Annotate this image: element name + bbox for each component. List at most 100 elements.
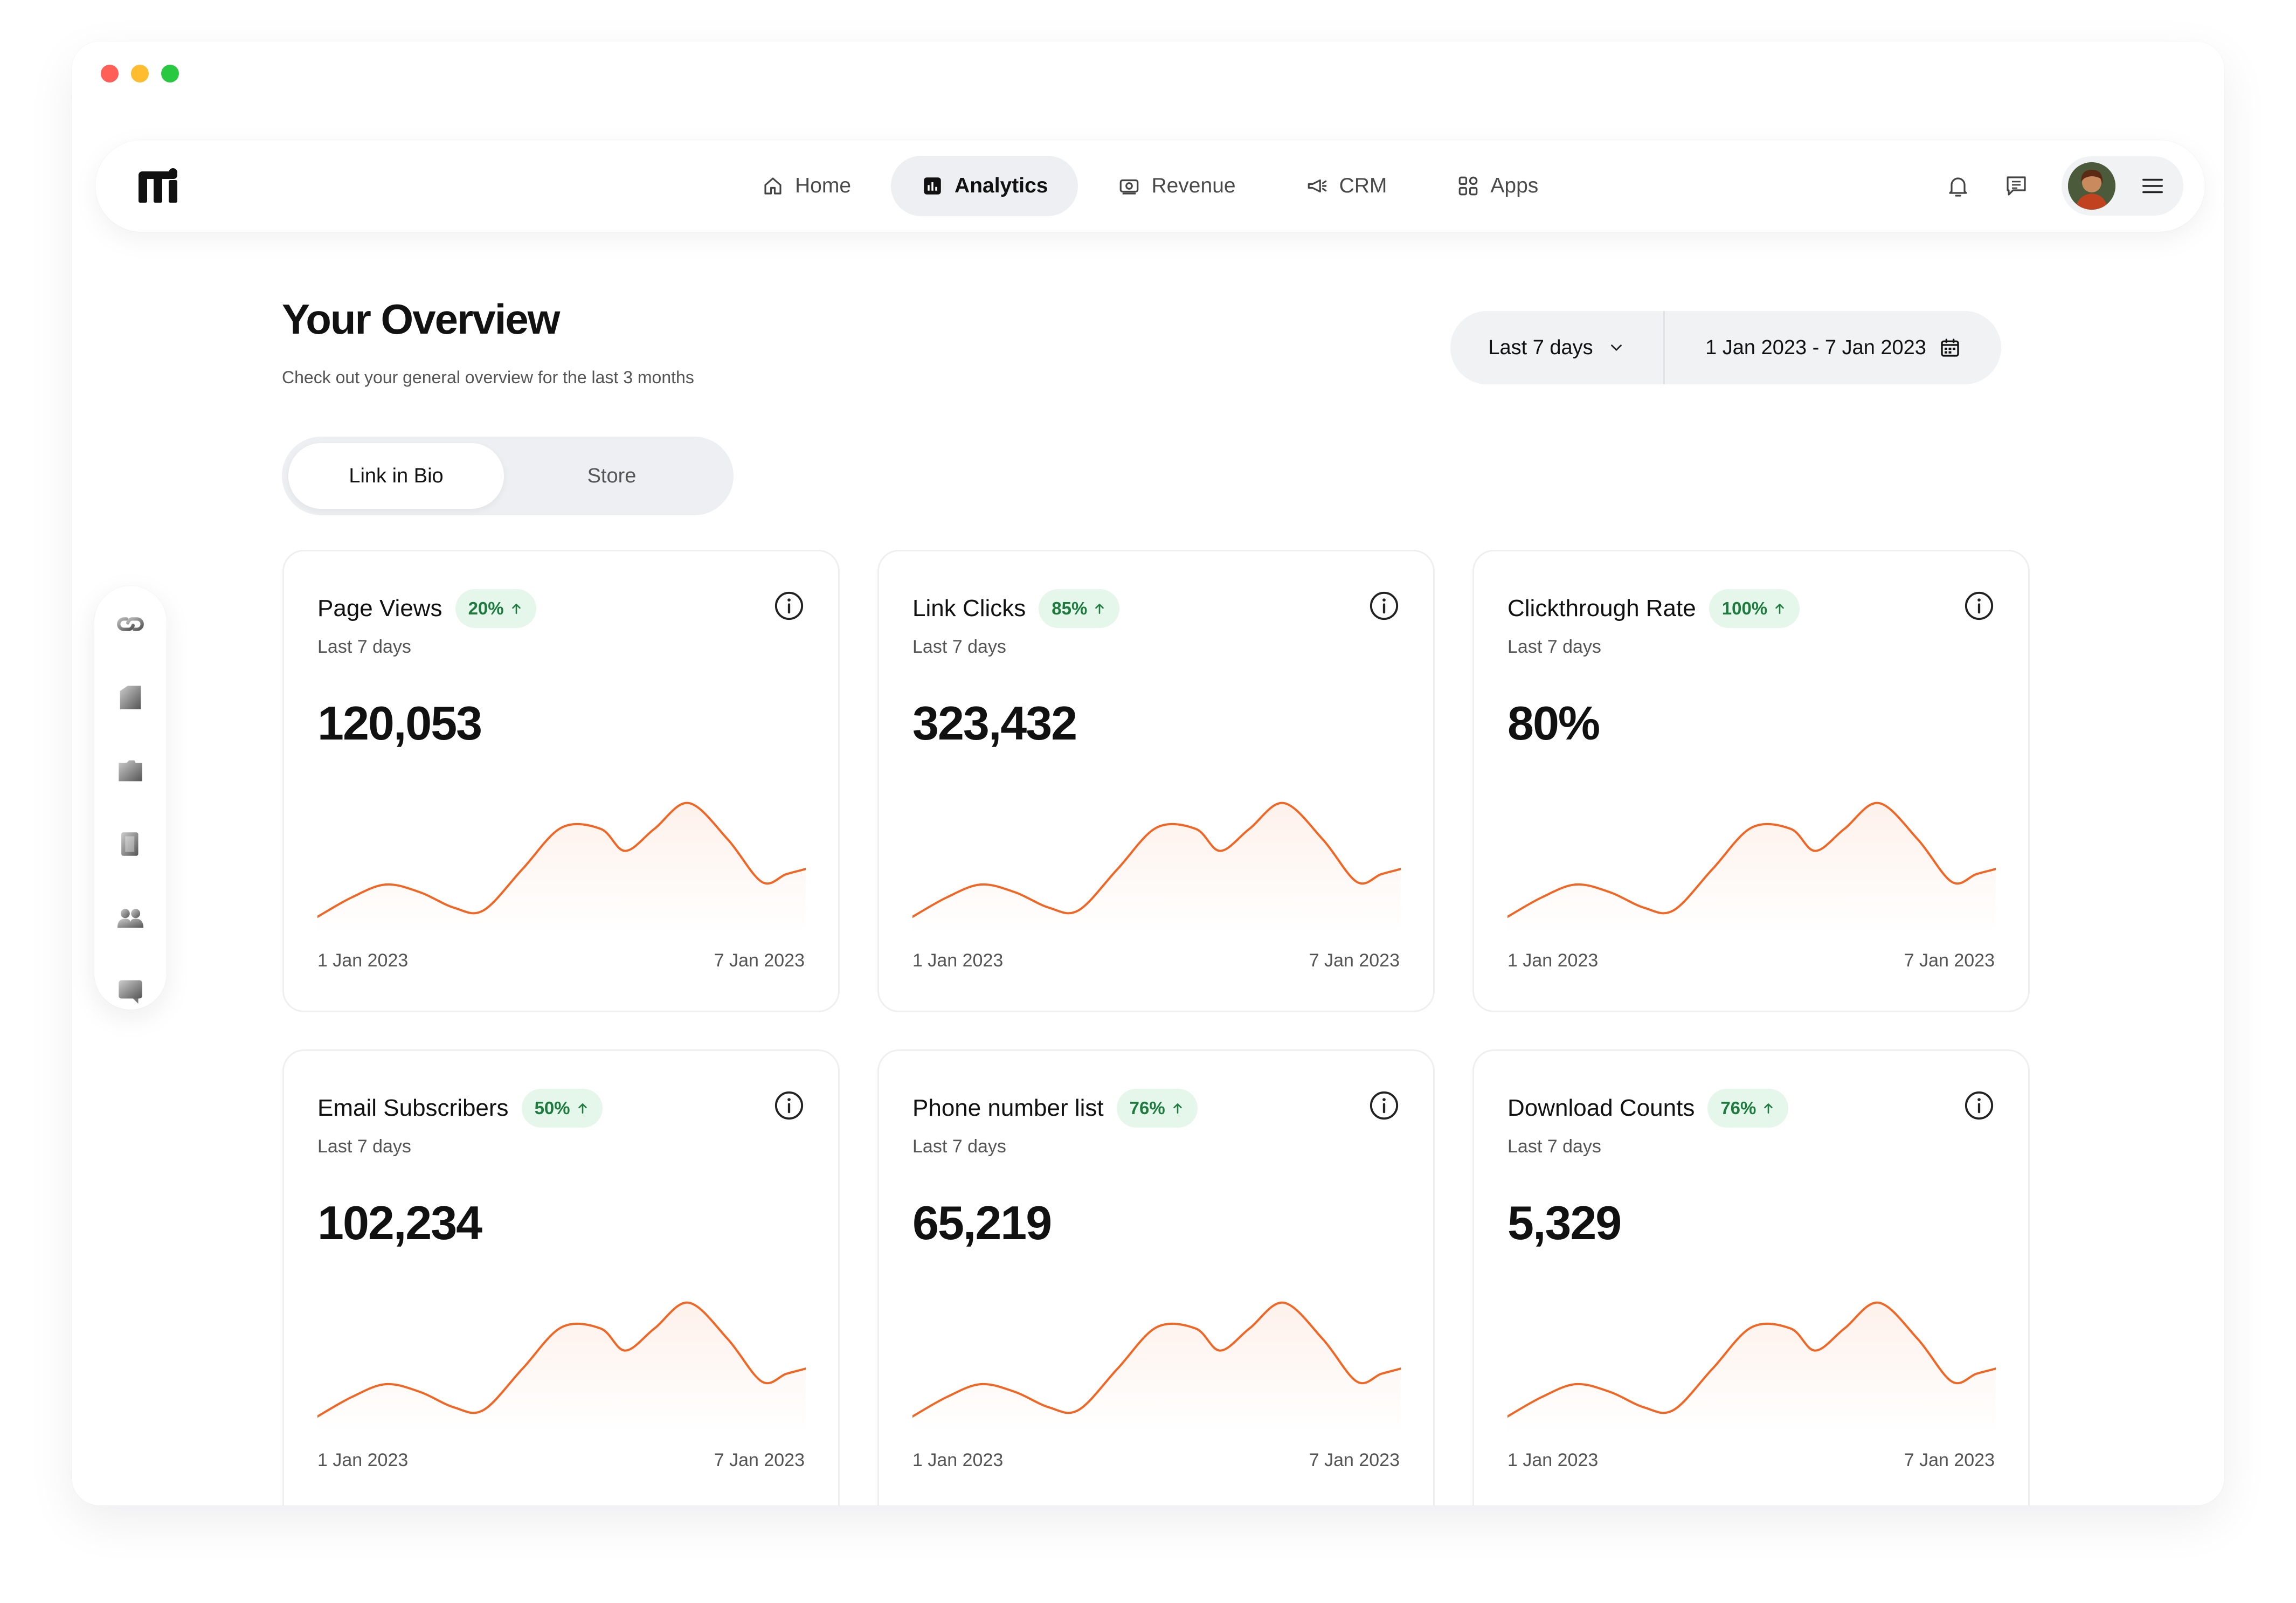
axis-start-date: 1 Jan 2023 <box>912 950 1004 971</box>
axis-start-date: 1 Jan 2023 <box>1507 950 1599 971</box>
users-icon[interactable] <box>115 902 146 933</box>
messages-icon[interactable] <box>2003 173 2029 199</box>
maximize-window-button[interactable] <box>161 65 179 82</box>
nav-analytics[interactable]: Analytics <box>891 156 1078 216</box>
date-range-picker[interactable]: 1 Jan 2023 - 7 Jan 2023 <box>1665 336 2001 360</box>
range-dropdown-label: Last 7 days <box>1488 336 1593 359</box>
card-period: Last 7 days <box>912 637 1006 657</box>
nav-crm[interactable]: CRM <box>1276 156 1417 216</box>
nav-crm-label: CRM <box>1339 174 1387 197</box>
profile-menu[interactable] <box>2062 156 2183 216</box>
minimize-window-button[interactable] <box>131 65 149 82</box>
axis-end-date: 7 Jan 2023 <box>1309 950 1400 971</box>
toggle-link-in-bio[interactable]: Link in Bio <box>288 443 504 509</box>
sparkline-line <box>1507 802 1996 918</box>
range-dropdown[interactable]: Last 7 days <box>1450 311 1665 384</box>
arrow-up-icon <box>1095 604 1104 614</box>
card-value: 5,329 <box>1507 1196 1622 1249</box>
close-window-button[interactable] <box>101 65 119 82</box>
card-period: Last 7 days <box>317 1136 411 1157</box>
avatar-photo-icon <box>2068 162 2115 210</box>
chat-window-icon[interactable] <box>115 975 146 1006</box>
metric-card-page-views: Page Views 20% Last 7 days 120,053 1 Jan… <box>282 550 840 1012</box>
revenue-icon <box>1120 179 1139 195</box>
sparkline-chart <box>317 802 806 934</box>
nav-home[interactable]: Home <box>731 156 881 216</box>
home-icon <box>764 177 782 195</box>
sparkline-chart <box>1507 1301 1996 1434</box>
info-icon[interactable] <box>1368 590 1400 621</box>
axis-end-date: 7 Jan 2023 <box>714 950 805 971</box>
arrow-up-icon <box>578 1103 587 1114</box>
sparkline-chart <box>912 802 1401 934</box>
sparkline-area <box>317 1302 806 1434</box>
info-icon[interactable] <box>1963 590 1995 621</box>
nav-apps-label: Apps <box>1490 174 1539 197</box>
growth-badge-value: 85% <box>1052 598 1088 618</box>
sparkline-line <box>912 1301 1401 1418</box>
card-value: 120,053 <box>317 696 482 750</box>
top-navigation-bar: Home Analytics Revenue CRM Apps <box>95 140 2205 232</box>
card-value: 80% <box>1507 696 1600 750</box>
brand-logo-icon[interactable] <box>139 168 177 203</box>
date-range-label: 1 Jan 2023 - 7 Jan 2023 <box>1705 336 1926 359</box>
growth-badge: 50% <box>521 1089 603 1128</box>
top-right-actions <box>1945 156 2183 216</box>
card-title: Page Views <box>317 595 442 621</box>
info-icon[interactable] <box>1963 1090 1995 1121</box>
pages-icon[interactable] <box>115 682 146 713</box>
card-title: Phone number list <box>912 1095 1104 1121</box>
arrow-up-icon <box>1764 1103 1773 1114</box>
growth-badge-value: 20% <box>468 598 504 618</box>
card-period: Last 7 days <box>317 637 411 657</box>
arrow-up-icon <box>1775 604 1784 614</box>
arrow-up-icon <box>511 604 521 614</box>
hamburger-menu-icon[interactable] <box>2140 174 2165 198</box>
folder-icon[interactable] <box>115 755 146 786</box>
link-icon[interactable] <box>115 609 146 640</box>
info-icon[interactable] <box>773 590 805 621</box>
metric-card-download-counts: Download Counts 76% Last 7 days 5,329 1 … <box>1472 1049 2030 1505</box>
card-value: 102,234 <box>317 1196 482 1249</box>
avatar[interactable] <box>2068 162 2115 210</box>
sparkline-area <box>1507 803 1996 934</box>
axis-start-date: 1 Jan 2023 <box>317 950 409 971</box>
axis-end-date: 7 Jan 2023 <box>1904 1450 1995 1470</box>
growth-badge-value: 50% <box>534 1098 570 1118</box>
axis-end-date: 7 Jan 2023 <box>1904 950 1995 971</box>
notification-bell-icon[interactable] <box>1945 173 1971 199</box>
card-period: Last 7 days <box>1507 1136 1601 1157</box>
apps-icon <box>1459 176 1478 196</box>
info-icon[interactable] <box>773 1090 805 1121</box>
toggle-store[interactable]: Store <box>587 464 637 487</box>
arrow-up-icon <box>1173 1103 1182 1114</box>
nav-revenue-label: Revenue <box>1151 174 1236 197</box>
growth-badge: 20% <box>455 589 536 628</box>
nav-apps[interactable]: Apps <box>1427 156 1568 216</box>
growth-badge: 100% <box>1709 589 1800 628</box>
page-title: Your Overview <box>282 295 560 343</box>
main-nav: Home Analytics Revenue CRM Apps <box>731 154 1568 218</box>
growth-badge-value: 76% <box>1720 1098 1756 1118</box>
analytics-icon <box>924 177 941 195</box>
document-icon[interactable] <box>115 828 146 860</box>
info-icon[interactable] <box>1368 1090 1400 1121</box>
nav-revenue[interactable]: Revenue <box>1088 156 1265 216</box>
card-period: Last 7 days <box>1507 637 1601 657</box>
sparkline-chart <box>317 1301 806 1434</box>
card-title: Link Clicks <box>912 595 1026 621</box>
date-filter: Last 7 days 1 Jan 2023 - 7 Jan 2023 <box>1450 311 2001 384</box>
sparkline-area <box>317 803 806 934</box>
sparkline-area <box>912 803 1401 934</box>
chevron-down-icon <box>1610 344 1622 351</box>
left-sidebar <box>94 586 167 1010</box>
sparkline-line <box>1507 1301 1996 1418</box>
growth-badge-value: 100% <box>1721 598 1768 618</box>
sparkline-line <box>317 1301 806 1418</box>
nav-home-label: Home <box>795 174 852 197</box>
page-subtitle: Check out your general overview for the … <box>282 368 694 387</box>
growth-badge: 76% <box>1707 1089 1789 1128</box>
card-period: Last 7 days <box>912 1136 1006 1157</box>
window-controls <box>101 65 179 82</box>
app-window: Home Analytics Revenue CRM Apps <box>72 42 2224 1505</box>
